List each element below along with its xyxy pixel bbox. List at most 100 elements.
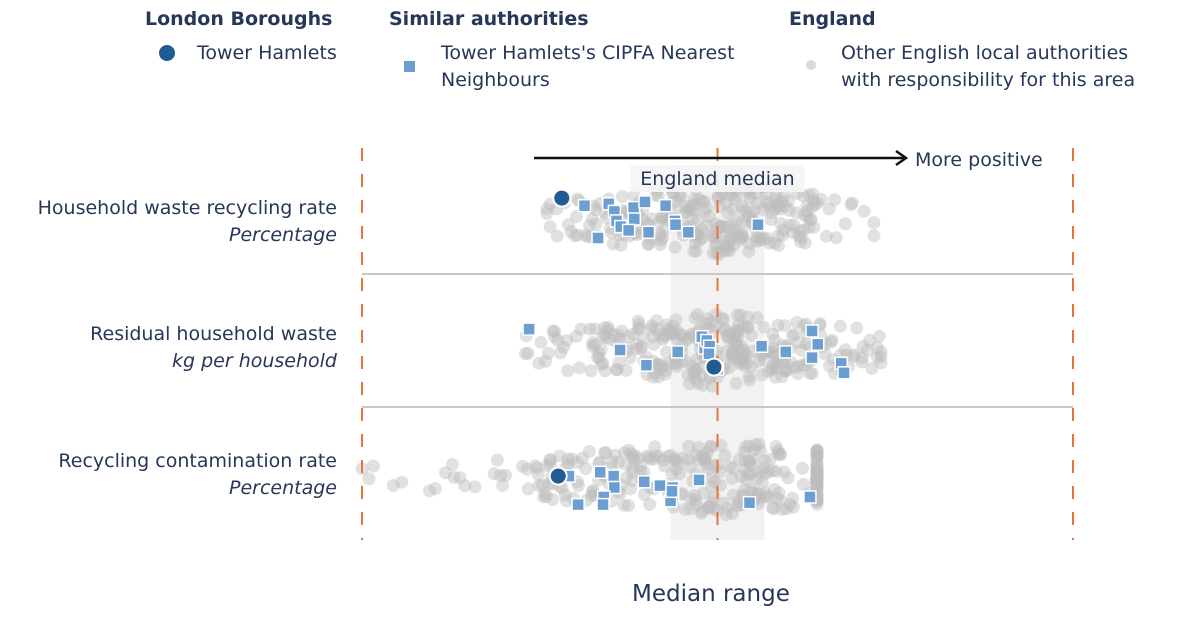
other-authority-point (655, 360, 669, 374)
other-authority-point (774, 217, 788, 231)
other-authority-point (685, 212, 699, 226)
other-authority-point (583, 218, 597, 232)
other-authority-point (769, 440, 783, 454)
other-authority-point (636, 331, 650, 345)
other-authority-point (541, 346, 555, 360)
nearest-neighbour-point (658, 198, 673, 213)
other-authority-point (742, 236, 756, 250)
other-authority-point (701, 501, 715, 515)
other-authority-point (697, 453, 711, 467)
other-authority-point (642, 450, 656, 464)
other-authority-point (692, 193, 706, 207)
other-authority-point (564, 225, 578, 239)
other-authority-point (647, 338, 661, 352)
nearest-neighbour-point (637, 475, 652, 489)
other-authority-point (720, 344, 734, 358)
other-authority-point (792, 229, 806, 243)
other-authority-point (814, 192, 828, 206)
legend-marker-tower-hamlets (159, 45, 175, 61)
tower-hamlets-point (552, 188, 572, 208)
other-authority-point (678, 502, 692, 516)
other-authority-point (763, 452, 777, 466)
other-authority-point (767, 482, 781, 496)
other-authority-point (772, 486, 786, 500)
nearest-neighbour-point (639, 358, 654, 372)
other-authority-point (669, 313, 683, 327)
other-authority-point (856, 339, 870, 353)
other-authority-point (490, 453, 504, 467)
other-authority-point (806, 187, 820, 201)
other-authority-point (732, 352, 746, 366)
other-authority-point (651, 189, 665, 203)
other-authority-point (613, 332, 627, 346)
other-authority-point (681, 368, 695, 382)
other-authority-point (807, 220, 821, 234)
nearest-neighbour-point (754, 339, 769, 353)
other-authority-point (688, 372, 702, 386)
other-authority-point (765, 464, 779, 478)
other-authority-point (775, 370, 789, 384)
other-authority-point (654, 228, 668, 242)
other-authority-point (540, 202, 554, 216)
other-authority-point (735, 345, 749, 359)
other-authority-point (740, 348, 754, 362)
other-authority-point (698, 195, 712, 209)
other-authority-point (745, 328, 759, 342)
other-authority-point (547, 324, 561, 338)
other-authority-point (447, 470, 461, 484)
other-authority-point (734, 469, 748, 483)
other-authority-point (791, 360, 805, 374)
other-authority-point (758, 454, 772, 468)
other-authority-point (733, 308, 747, 322)
other-authority-point (870, 341, 884, 355)
other-authority-point (810, 464, 824, 478)
other-authority-point (774, 447, 788, 461)
other-authority-point (615, 190, 629, 204)
other-authority-point (782, 203, 796, 217)
other-authority-point (804, 213, 818, 227)
other-authority-point (643, 498, 657, 512)
other-authority-point (685, 359, 699, 373)
other-authority-point (709, 307, 723, 321)
nearest-neighbour-point (613, 343, 627, 357)
nearest-neighbour-point (811, 337, 825, 352)
other-authority-point (628, 454, 642, 468)
other-authority-point (724, 217, 738, 231)
other-authority-point (722, 238, 736, 252)
other-authority-point (771, 199, 785, 213)
median-label-background (630, 165, 805, 192)
other-authority-point (499, 468, 513, 482)
other-authority-point (735, 339, 749, 353)
other-authority-point (700, 201, 714, 215)
other-authority-point (658, 367, 672, 381)
other-authority-point (619, 457, 633, 471)
other-authority-point (736, 231, 750, 245)
other-authority-point (718, 322, 732, 336)
other-authority-point (612, 356, 626, 370)
other-authority-point (675, 328, 689, 342)
other-authority-point (810, 444, 824, 458)
other-authority-point (773, 494, 787, 508)
other-authority-point (670, 462, 684, 476)
other-authority-point (796, 477, 810, 491)
arrow-head-icon (895, 149, 909, 167)
nearest-neighbour-point (593, 465, 607, 480)
other-authority-point (666, 320, 680, 334)
other-authority-point (707, 475, 721, 489)
other-authority-point (721, 220, 735, 234)
row-divider-layer (362, 273, 1073, 408)
other-authority-point (737, 483, 751, 497)
other-authority-point (779, 362, 793, 376)
other-authority-point (660, 345, 674, 359)
other-authority-point (725, 349, 739, 363)
other-authority-point (572, 361, 586, 375)
other-authority-point (771, 444, 785, 458)
other-authority-point (543, 453, 557, 467)
other-authority-point (795, 461, 809, 475)
other-authority-point (761, 465, 775, 479)
other-authority-point (739, 205, 753, 219)
other-authority-point (651, 358, 665, 372)
other-authority-point (620, 470, 634, 484)
other-authority-point (705, 495, 719, 509)
other-authority-point (769, 361, 783, 375)
